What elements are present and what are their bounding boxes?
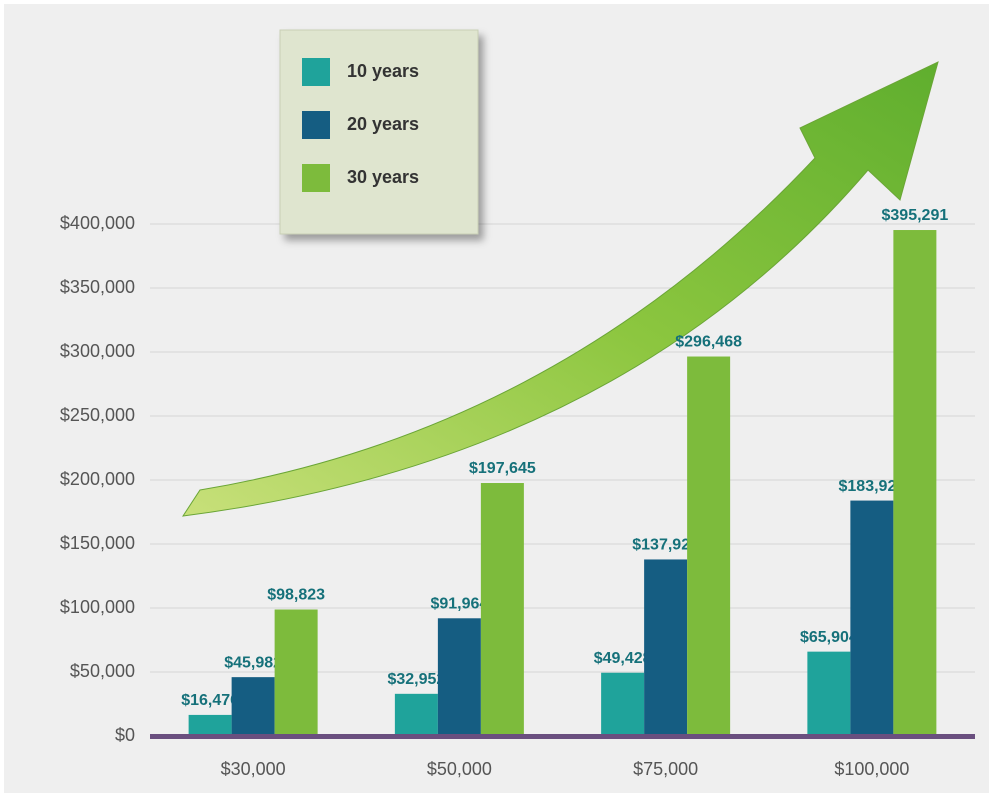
bar [807, 652, 850, 736]
bar [644, 559, 687, 736]
bar [438, 618, 481, 736]
legend-swatch [302, 58, 330, 86]
chart: $0 $50,000 $100,000 $150,000 $200,000 $250,00… [0, 0, 993, 797]
legend-swatch [302, 164, 330, 192]
y-tick-label: $150,000 [60, 533, 135, 553]
bar [481, 483, 524, 736]
legend-label: 30 years [347, 167, 419, 187]
legend-swatch [302, 111, 330, 139]
y-tick-label: $350,000 [60, 277, 135, 297]
bar [893, 230, 936, 736]
x-tick-label: $100,000 [834, 759, 909, 779]
y-tick-label: $100,000 [60, 597, 135, 617]
value-label: $16,476 [181, 692, 239, 709]
bar [601, 673, 644, 736]
x-tick-label: $50,000 [427, 759, 492, 779]
value-label: $32,952 [387, 671, 445, 688]
value-label: $296,468 [675, 334, 742, 351]
y-tick-label: $300,000 [60, 341, 135, 361]
value-label: $65,904 [800, 629, 858, 646]
y-tick-label: $400,000 [60, 213, 135, 233]
x-axis-line [150, 734, 975, 739]
value-label: $49,428 [594, 650, 652, 667]
bar [687, 357, 730, 736]
value-label: $395,291 [882, 207, 949, 224]
y-tick-label: $250,000 [60, 405, 135, 425]
x-tick-label: $75,000 [633, 759, 698, 779]
bar [395, 694, 438, 736]
y-tick-label: $0 [115, 725, 135, 745]
value-label: $98,823 [267, 587, 325, 604]
bar [232, 677, 275, 736]
legend-label: 10 years [347, 61, 419, 81]
value-label: $45,982 [224, 654, 282, 671]
y-tick-label: $50,000 [70, 661, 135, 681]
bar [275, 610, 318, 736]
legend-label: 20 years [347, 114, 419, 134]
value-label: $197,645 [469, 460, 536, 477]
value-label: $91,964 [430, 596, 488, 613]
bar [850, 501, 893, 736]
x-tick-label: $30,000 [221, 759, 286, 779]
y-tick-label: $200,000 [60, 469, 135, 489]
bar [189, 715, 232, 736]
